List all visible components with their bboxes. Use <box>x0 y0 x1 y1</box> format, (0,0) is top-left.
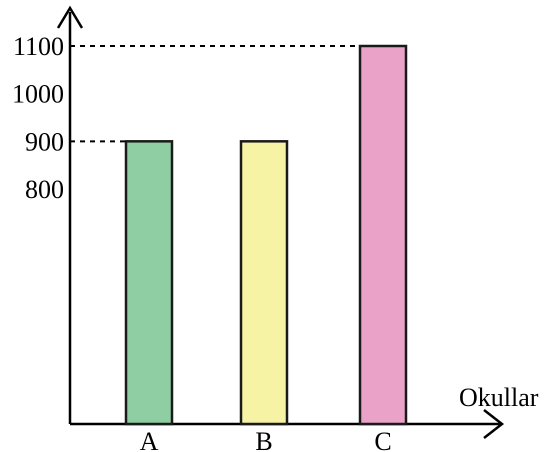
x-axis-arrowhead <box>483 409 505 439</box>
y-tick-labels: 800 900 1000 1100 <box>12 32 64 204</box>
x-category-label: B <box>255 427 272 452</box>
y-tick-label: 900 <box>25 127 64 156</box>
x-category-labels: A B C <box>140 427 392 452</box>
bar-c <box>358 44 408 426</box>
y-tick-label: 1100 <box>13 32 64 61</box>
y-tick-label: 800 <box>25 175 64 204</box>
y-tick-label: 1000 <box>12 80 64 109</box>
reference-lines <box>70 45 360 143</box>
bar-b <box>239 140 289 426</box>
x-category-label: A <box>140 427 159 452</box>
x-axis-title: Okullar <box>459 383 539 412</box>
y-axis-arrowhead <box>56 5 84 29</box>
bar-a <box>124 140 174 426</box>
x-category-label: C <box>374 427 391 452</box>
bars <box>124 44 408 426</box>
